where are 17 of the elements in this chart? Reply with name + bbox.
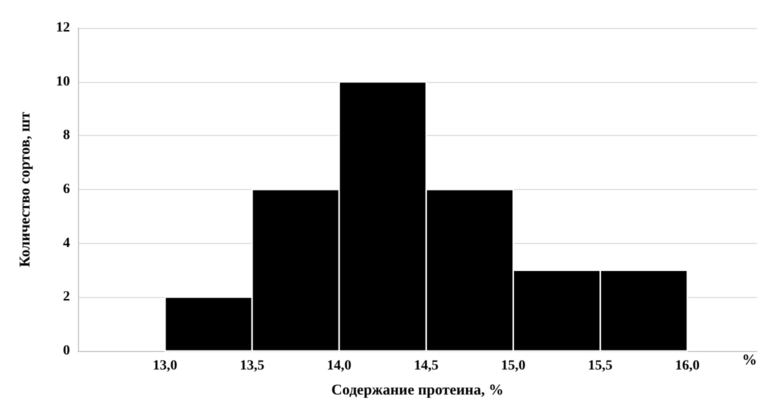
y-tick-label: 10 [56, 74, 70, 90]
x-tick-label: 14,5 [414, 358, 438, 374]
x-tick-label: 14,0 [326, 358, 352, 374]
text: % [742, 352, 757, 368]
y-tick-label: 12 [56, 20, 70, 36]
x-tick-label: 15,0 [501, 358, 526, 374]
x-axis-title: Содержание протеина, % [331, 382, 504, 398]
x-tick-label: 15,5 [588, 358, 613, 374]
y-tick-label: 8 [63, 128, 70, 144]
y-tick-label: 6 [63, 182, 70, 197]
y-tick-label: 4 [63, 236, 70, 251]
x-tick-label: 16,0 [675, 358, 700, 374]
y-axis-title: Количество сортов, шт [18, 111, 34, 268]
x-tick-label: 13,0 [152, 358, 178, 374]
x-tick-label: 13,5 [240, 358, 264, 374]
y-tick-label: 0 [63, 344, 70, 358]
y-tick-label: 2 [63, 290, 70, 305]
